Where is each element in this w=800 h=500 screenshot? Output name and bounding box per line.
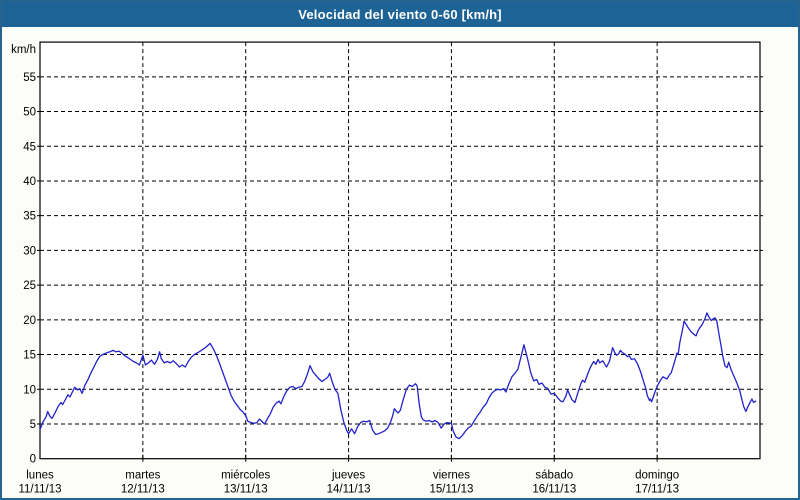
day-date-label: 15/11/13 (429, 484, 473, 496)
day-name-label: lunes (26, 470, 54, 482)
y-tick-label: 55 (23, 72, 36, 84)
wind-speed-line (39, 312, 757, 440)
day-date-label: 12/11/13 (121, 484, 165, 496)
y-tick-label: 15 (23, 350, 36, 362)
y-tick-label: 0 (30, 454, 36, 466)
y-tick-label: 45 (23, 141, 36, 153)
day-date-label: 14/11/13 (327, 484, 371, 496)
y-tick-label: 50 (23, 107, 36, 119)
y-tick-label: 10 (23, 384, 36, 396)
day-date-label: 17/11/13 (635, 484, 679, 496)
y-tick-label: 25 (23, 280, 36, 292)
y-tick-label: 30 (23, 245, 36, 257)
y-tick-label: 40 (23, 176, 36, 188)
chart-area: 0 5 10 15 20 25 30 35 40 45 50 55 km/h lunes 11/11/13 m… (2, 27, 798, 498)
day-name-label: domingo (635, 470, 679, 482)
window-title-bar: Velocidad del viento 0-60 [km/h] (2, 2, 798, 27)
day-date-label: 13/11/13 (224, 484, 268, 496)
day-date-label: 16/11/13 (532, 484, 576, 496)
day-date-label: 11/11/13 (18, 484, 61, 496)
day-name-label: viernes (433, 470, 470, 482)
day-name-label: martes (125, 470, 160, 482)
y-tick-label: 20 (23, 315, 36, 327)
day-name-label: sábado (535, 470, 573, 482)
day-name-label: miércoles (221, 470, 270, 482)
plot-border (39, 41, 761, 460)
wind-speed-chart: 0 5 10 15 20 25 30 35 40 45 50 55 km/h lunes 11/11/13 m… (11, 41, 763, 496)
window-title: Velocidad del viento 0-60 [km/h] (298, 7, 502, 22)
day-name-label: jueves (331, 470, 365, 482)
y-tick-label: 35 (23, 211, 36, 223)
y-tick-label: 5 (30, 419, 36, 431)
y-axis-unit-label: km/h (11, 44, 36, 56)
